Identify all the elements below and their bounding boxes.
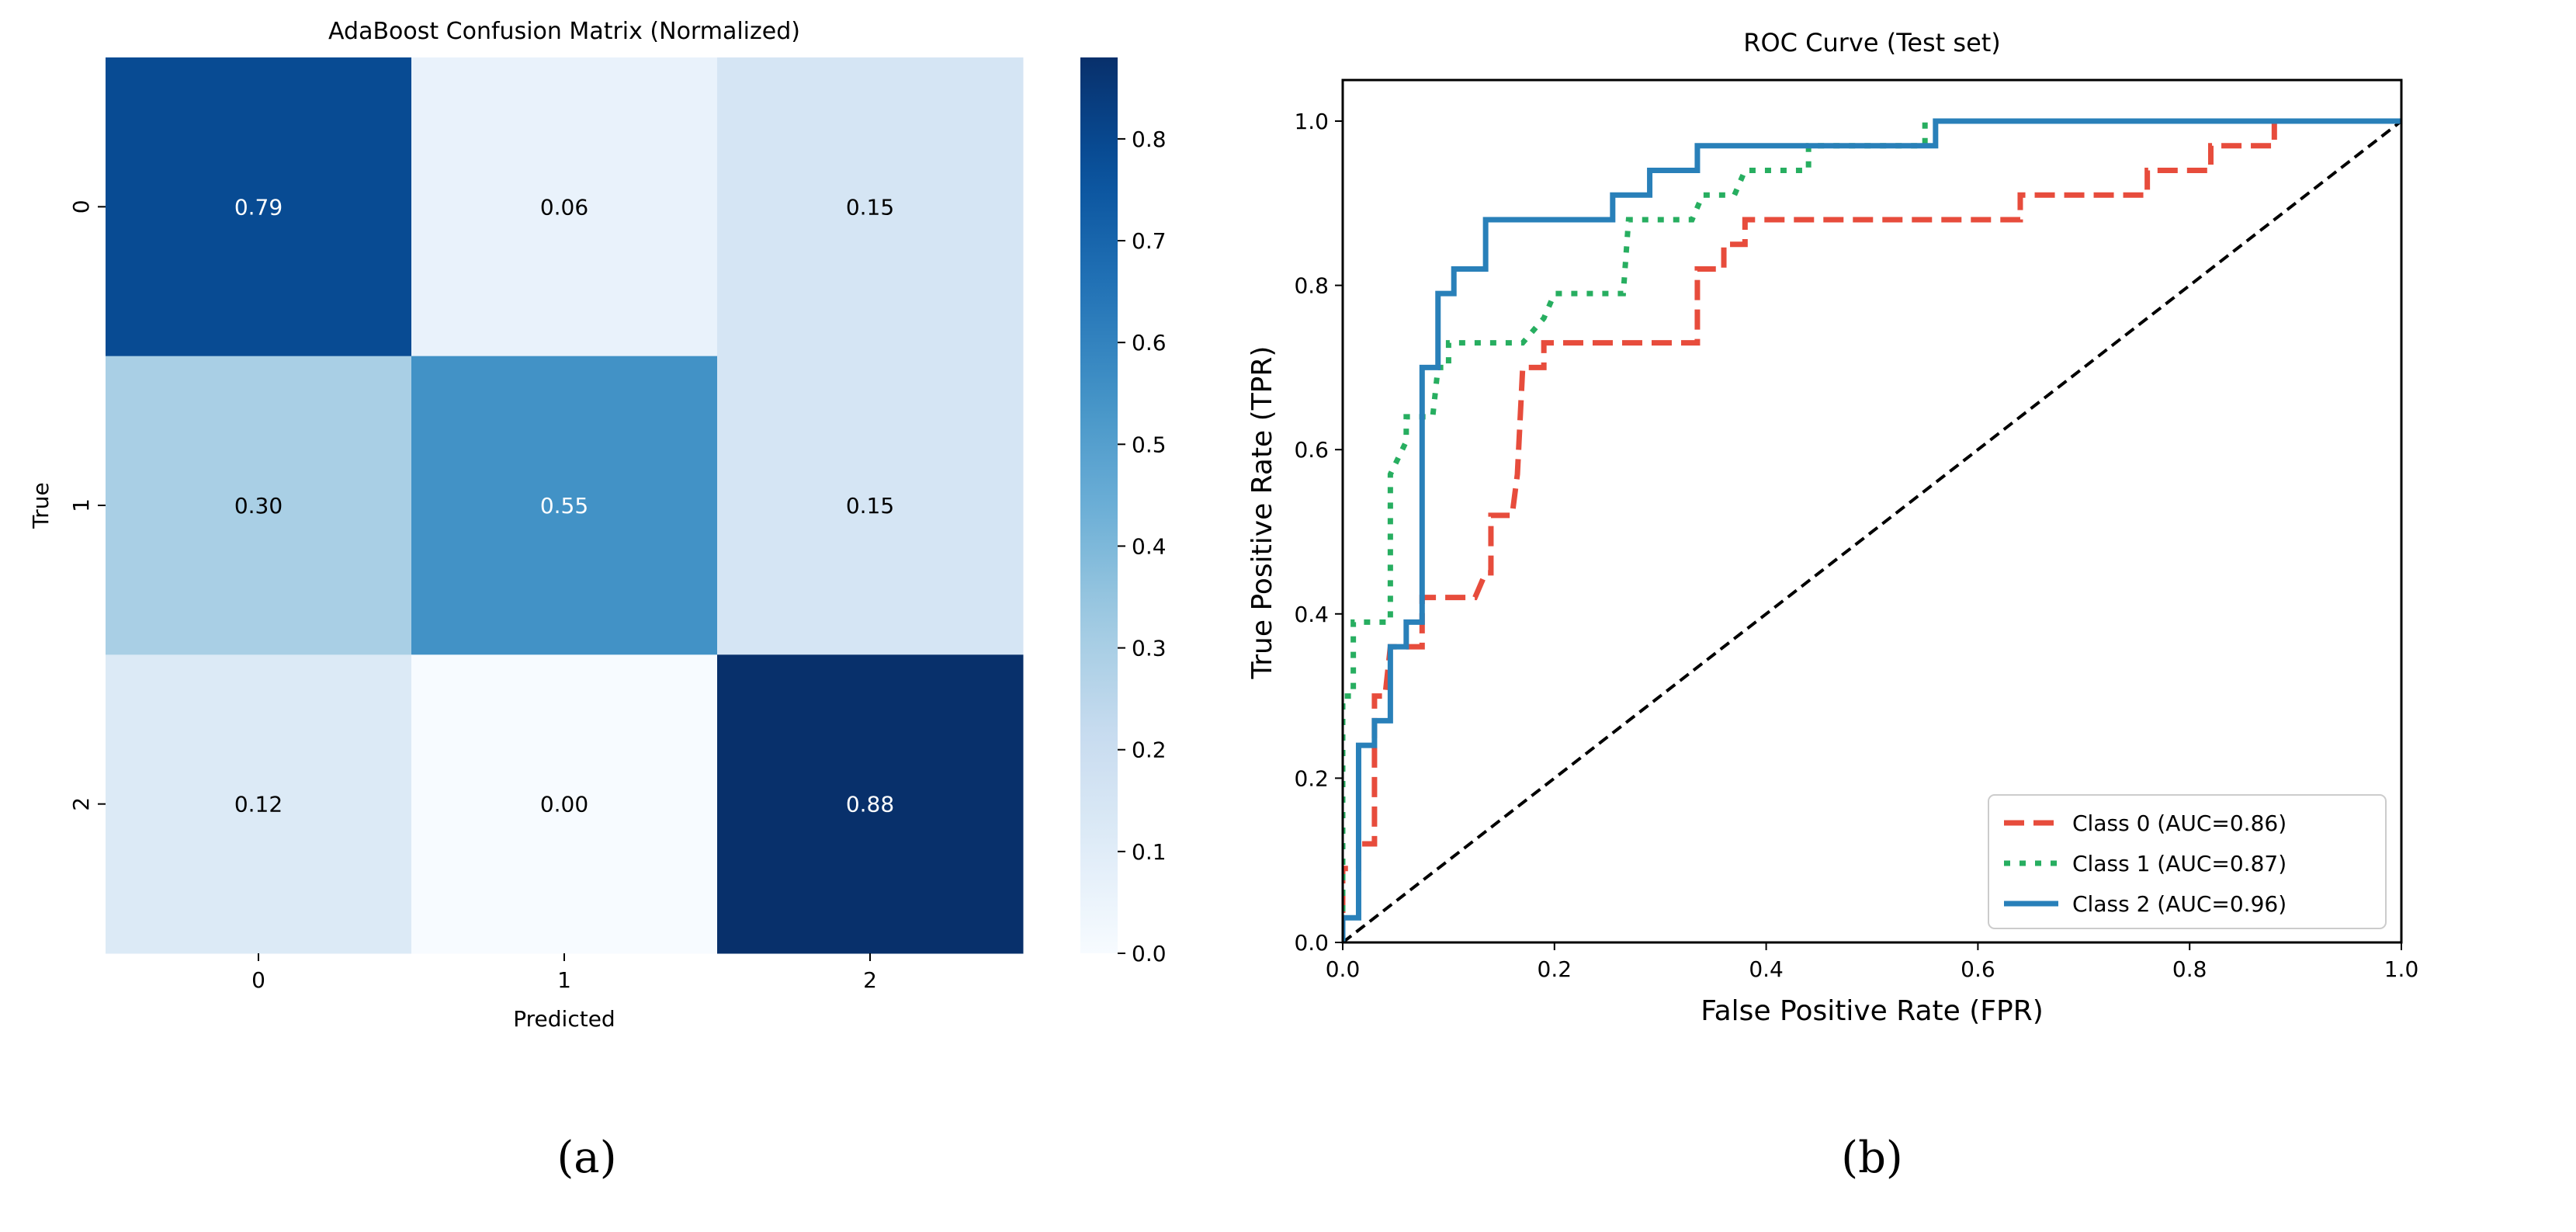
y-tick-label: 0.8 [1294, 273, 1329, 299]
x-tick-label: 1 [557, 967, 571, 993]
cell-value-label: 0.15 [846, 194, 894, 220]
roc-legend: Class 0 (AUC=0.86) Class 1 (AUC=0.87) Clas… [1988, 794, 2387, 929]
y-tick-label: 0 [68, 200, 94, 213]
y-tick-label: 0.4 [1294, 602, 1329, 627]
heatmap-cell [411, 356, 718, 655]
x-tick-label: 0.6 [1961, 956, 1995, 982]
heatmap-title: AdaBoost Confusion Matrix (Normalized) [328, 18, 800, 45]
cell-value-label: 0.12 [234, 792, 283, 817]
x-tick-label: 0.4 [1749, 956, 1784, 982]
cell-value-label: 0.06 [540, 194, 588, 220]
heatmap-cell [106, 57, 412, 357]
roc-xlabel: False Positive Rate (FPR) [1701, 995, 2044, 1027]
cell-value-label: 0.00 [540, 792, 588, 817]
colorbar-tick-label: 0.8 [1132, 127, 1167, 152]
colorbar-tick-label: 0.0 [1132, 941, 1167, 967]
legend-label: Class 1 (AUC=0.87) [2072, 851, 2287, 876]
roc-curve-class-0 [1343, 118, 2401, 942]
heatmap-cell [106, 654, 412, 954]
colorbar-tick-label: 0.5 [1132, 432, 1167, 457]
y-tick-label: 0.0 [1294, 930, 1329, 956]
y-tick-label: 1 [68, 498, 94, 512]
colorbar-tick-label: 0.6 [1132, 330, 1167, 356]
y-tick-label: 2 [68, 797, 94, 811]
heatmap-ylabel: True [28, 482, 54, 529]
legend-label: Class 0 (AUC=0.86) [2072, 810, 2287, 836]
legend-box [1988, 794, 2387, 929]
caption-b: (b) [1841, 1133, 1903, 1183]
colorbar [1080, 57, 1118, 953]
cell-value-label: 0.30 [234, 493, 283, 519]
x-tick-label: 0.8 [2172, 956, 2207, 982]
heatmap-cell [411, 57, 718, 357]
heatmap-xlabel: Predicted [513, 1006, 615, 1032]
confusion-matrix-panel: AdaBoost Confusion Matrix (Normalized) 0… [28, 18, 1167, 1183]
roc-panel: ROC Curve (Test set) 0.0 0.2 0.4 0.6 0.8 1.0 0… [1246, 28, 2418, 1183]
roc-curve-class-2 [1343, 118, 2401, 942]
colorbar-tick-label: 0.3 [1132, 636, 1167, 661]
heatmap-cell [411, 654, 718, 954]
heatmap-cell [717, 356, 1024, 655]
cell-value-label: 0.88 [846, 792, 894, 817]
caption-a: (a) [556, 1133, 616, 1183]
heatmap-cell [106, 356, 412, 655]
x-tick-label: 1.0 [2384, 956, 2419, 982]
y-tick-label: 0.2 [1294, 765, 1329, 791]
heatmap-cell [717, 654, 1024, 954]
heatmap-cell [717, 57, 1024, 357]
colorbar-tick-label: 0.2 [1132, 737, 1167, 763]
colorbar-tick-label: 0.1 [1132, 839, 1167, 865]
cell-value-label: 0.79 [234, 194, 283, 220]
cell-value-label: 0.15 [846, 493, 894, 519]
y-tick-label: 1.0 [1294, 109, 1329, 134]
colorbar-tick-label: 0.7 [1132, 228, 1167, 254]
chance-diagonal-line [1343, 120, 2401, 943]
roc-title: ROC Curve (Test set) [1743, 28, 2001, 57]
cell-value-label: 0.55 [540, 493, 588, 519]
x-tick-label: 0.0 [1326, 956, 1361, 982]
x-tick-label: 0.2 [1538, 956, 1572, 982]
roc-ylabel: True Positive Rate (TPR) [1246, 346, 1278, 680]
x-tick-label: 2 [863, 967, 877, 993]
colorbar-tick-label: 0.4 [1132, 533, 1167, 559]
x-tick-label: 0 [251, 967, 265, 993]
roc-curve-class-1 [1343, 118, 2401, 942]
legend-label: Class 2 (AUC=0.96) [2072, 891, 2287, 917]
y-tick-label: 0.6 [1294, 437, 1329, 463]
roc-plot-area [1343, 118, 2401, 943]
roc-axes-frame [1341, 78, 2403, 944]
